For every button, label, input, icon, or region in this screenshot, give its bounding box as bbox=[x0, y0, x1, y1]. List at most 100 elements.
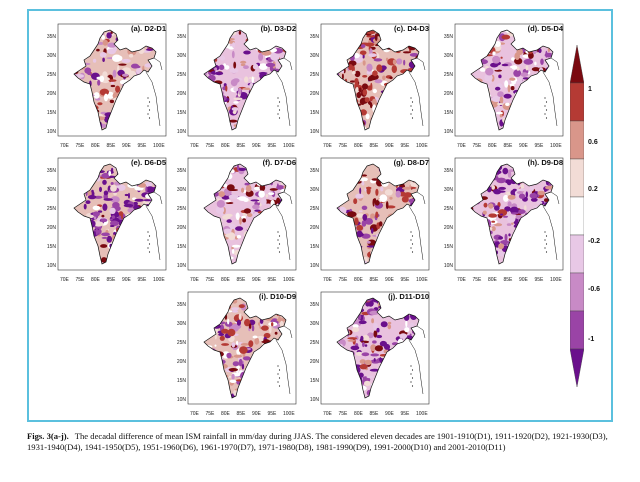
longitude-tick: 70E bbox=[323, 277, 332, 283]
latitude-tick: 20N bbox=[309, 359, 319, 365]
latitude-tick: 30N bbox=[443, 53, 453, 59]
map-panel: (b). D3-D2 35N 30N 25N 20N 15N 10N 70E 75E 80E 85E… bbox=[170, 22, 300, 149]
india-rainfall-map bbox=[57, 23, 167, 137]
longitude-tick: 70E bbox=[323, 411, 332, 417]
latitude-tick: 10N bbox=[176, 397, 186, 403]
longitude-tick: 85E bbox=[369, 411, 379, 417]
longitude-tick: 85E bbox=[369, 143, 379, 149]
latitude-tick: 15N bbox=[443, 244, 453, 250]
longitude-tick: 75E bbox=[205, 143, 215, 149]
longitude-tick: 90E bbox=[252, 411, 261, 417]
panel-title: (c). D4-D3 bbox=[393, 24, 429, 33]
latitude-tick: 15N bbox=[309, 244, 319, 250]
longitude-tick: 80E bbox=[91, 277, 100, 283]
latitude-tick: 30N bbox=[176, 53, 186, 59]
longitude-tick: 100E bbox=[416, 411, 428, 417]
longitude-tick: 80E bbox=[354, 143, 363, 149]
india-rainfall-map bbox=[320, 23, 430, 137]
latitude-tick: 30N bbox=[309, 187, 319, 193]
longitude-tick: 75E bbox=[205, 277, 215, 283]
panel-title: (f). D7-D6 bbox=[262, 158, 296, 167]
latitude-tick: 10N bbox=[46, 129, 56, 135]
longitude-tick: 85E bbox=[106, 277, 116, 283]
longitude-tick: 90E bbox=[122, 143, 131, 149]
latitude-tick: 25N bbox=[443, 72, 453, 78]
india-rainfall-map bbox=[454, 157, 564, 271]
latitude-tick: 15N bbox=[176, 244, 186, 250]
colorbar-segment bbox=[570, 82, 584, 122]
colorbar-label: -0.6 bbox=[588, 286, 601, 293]
latitude-tick: 35N bbox=[46, 168, 56, 174]
colorbar-label: -1 bbox=[588, 336, 595, 343]
latitude-tick: 15N bbox=[309, 378, 319, 384]
longitude-tick: 85E bbox=[236, 411, 246, 417]
latitude-tick: 35N bbox=[309, 302, 319, 308]
longitude-tick: 70E bbox=[60, 143, 69, 149]
longitude-tick: 95E bbox=[267, 143, 277, 149]
colorbar-segment bbox=[570, 234, 584, 274]
longitude-tick: 80E bbox=[221, 277, 230, 283]
india-rainfall-map bbox=[320, 291, 430, 405]
longitude-tick: 90E bbox=[519, 277, 528, 283]
latitude-tick: 30N bbox=[176, 187, 186, 193]
colorbar-segment bbox=[570, 45, 584, 84]
latitude-tick: 25N bbox=[443, 206, 453, 212]
latitude-tick: 20N bbox=[176, 91, 186, 97]
latitude-tick: 35N bbox=[309, 168, 319, 174]
latitude-tick: 20N bbox=[176, 225, 186, 231]
latitude-tick: 30N bbox=[176, 321, 186, 327]
longitude-tick: 70E bbox=[457, 277, 466, 283]
longitude-tick: 85E bbox=[503, 143, 513, 149]
longitude-tick: 75E bbox=[75, 277, 85, 283]
longitude-tick: 95E bbox=[400, 277, 410, 283]
colorbar-segment bbox=[570, 310, 584, 350]
longitude-tick: 85E bbox=[236, 277, 246, 283]
latitude-tick: 30N bbox=[309, 53, 319, 59]
longitude-tick: 70E bbox=[190, 143, 199, 149]
longitude-tick: 100E bbox=[153, 143, 165, 149]
latitude-tick: 35N bbox=[176, 34, 186, 40]
latitude-tick: 25N bbox=[176, 72, 186, 78]
longitude-tick: 75E bbox=[472, 143, 482, 149]
longitude-tick: 75E bbox=[338, 277, 348, 283]
longitude-tick: 80E bbox=[221, 411, 230, 417]
longitude-tick: 90E bbox=[252, 143, 261, 149]
longitude-tick: 90E bbox=[385, 411, 394, 417]
india-rainfall-map bbox=[454, 23, 564, 137]
longitude-tick: 90E bbox=[122, 277, 131, 283]
map-panel: (e). D6-D5 35N 30N 25N 20N 15N 10N 70E 75E 80E 85E… bbox=[40, 156, 170, 283]
latitude-tick: 20N bbox=[309, 91, 319, 97]
india-rainfall-map bbox=[187, 23, 297, 137]
longitude-tick: 95E bbox=[534, 277, 544, 283]
latitude-tick: 10N bbox=[46, 263, 56, 269]
latitude-tick: 25N bbox=[309, 340, 319, 346]
colorbar-segment bbox=[570, 196, 584, 236]
longitude-tick: 85E bbox=[236, 143, 246, 149]
colorbar-label: 0.2 bbox=[588, 186, 598, 193]
longitude-tick: 80E bbox=[354, 411, 363, 417]
latitude-tick: 25N bbox=[176, 206, 186, 212]
panel-title: (e). D6-D5 bbox=[130, 158, 166, 167]
latitude-tick: 35N bbox=[443, 168, 453, 174]
latitude-tick: 30N bbox=[443, 187, 453, 193]
map-panel: (c). D4-D3 35N 30N 25N 20N 15N 10N 70E 75E 80E 85E… bbox=[303, 22, 433, 149]
panel-title: (h). D9-D8 bbox=[527, 158, 563, 167]
latitude-tick: 15N bbox=[176, 110, 186, 116]
latitude-tick: 20N bbox=[46, 91, 56, 97]
longitude-tick: 75E bbox=[338, 411, 348, 417]
longitude-tick: 95E bbox=[400, 411, 410, 417]
longitude-tick: 80E bbox=[488, 143, 497, 149]
colorbar-label: 1 bbox=[588, 86, 592, 93]
latitude-tick: 20N bbox=[443, 225, 453, 231]
india-rainfall-map bbox=[320, 157, 430, 271]
longitude-tick: 75E bbox=[338, 143, 348, 149]
longitude-tick: 100E bbox=[283, 143, 295, 149]
panel-title: (g). D8-D7 bbox=[393, 158, 429, 167]
longitude-tick: 75E bbox=[75, 143, 85, 149]
latitude-tick: 25N bbox=[309, 72, 319, 78]
map-panel: (h). D9-D8 35N 30N 25N 20N 15N 10N 70E 75E 80E 85E… bbox=[437, 156, 567, 283]
latitude-tick: 35N bbox=[443, 34, 453, 40]
latitude-tick: 15N bbox=[443, 110, 453, 116]
longitude-tick: 95E bbox=[400, 143, 410, 149]
longitude-tick: 100E bbox=[416, 277, 428, 283]
